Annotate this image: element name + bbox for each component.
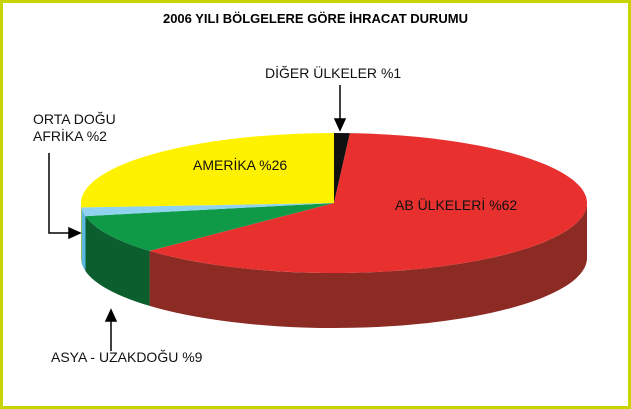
pie-slice: [80, 133, 334, 208]
pie-area: [48, 85, 588, 351]
category: AMERİKA: [193, 157, 256, 173]
slice-side: [149, 203, 588, 328]
pie-slice: [81, 203, 334, 217]
pie-slice: [149, 133, 587, 273]
slice-label: AB ÜLKELERİ %62: [395, 197, 517, 214]
category: ORTA DOĞU AFRİKA: [33, 111, 116, 144]
value-label: %1: [380, 65, 402, 81]
pie-slice: [85, 203, 334, 251]
arrow-head: [333, 118, 347, 132]
arrow-head: [68, 226, 82, 240]
value-label: %26: [259, 157, 288, 173]
slice-side: [81, 207, 86, 272]
value-label: %2: [86, 128, 107, 144]
value-label: %62: [489, 197, 518, 213]
arrow-head: [104, 308, 118, 322]
category: ASYA - UZAKDOĞU: [51, 349, 179, 365]
pie-slice: [334, 133, 350, 203]
slice-side: [85, 216, 150, 306]
slice-label: ORTA DOĞU AFRİKA %2: [33, 111, 121, 145]
chart-title: 2006 YILI BÖLGELERE GÖRE İHRACAT DURUMU: [162, 11, 469, 26]
slice-label: DİĞER ÜLKELER %1: [265, 65, 401, 82]
arrow: [48, 153, 71, 234]
slice-label: ASYA - UZAKDOĞU %9: [51, 349, 202, 366]
slice-label: AMERİKA %26: [193, 157, 287, 174]
category: DİĞER ÜLKELER: [265, 65, 378, 81]
value-label: %9: [182, 349, 203, 365]
category: AB ÜLKELERİ: [395, 197, 486, 213]
